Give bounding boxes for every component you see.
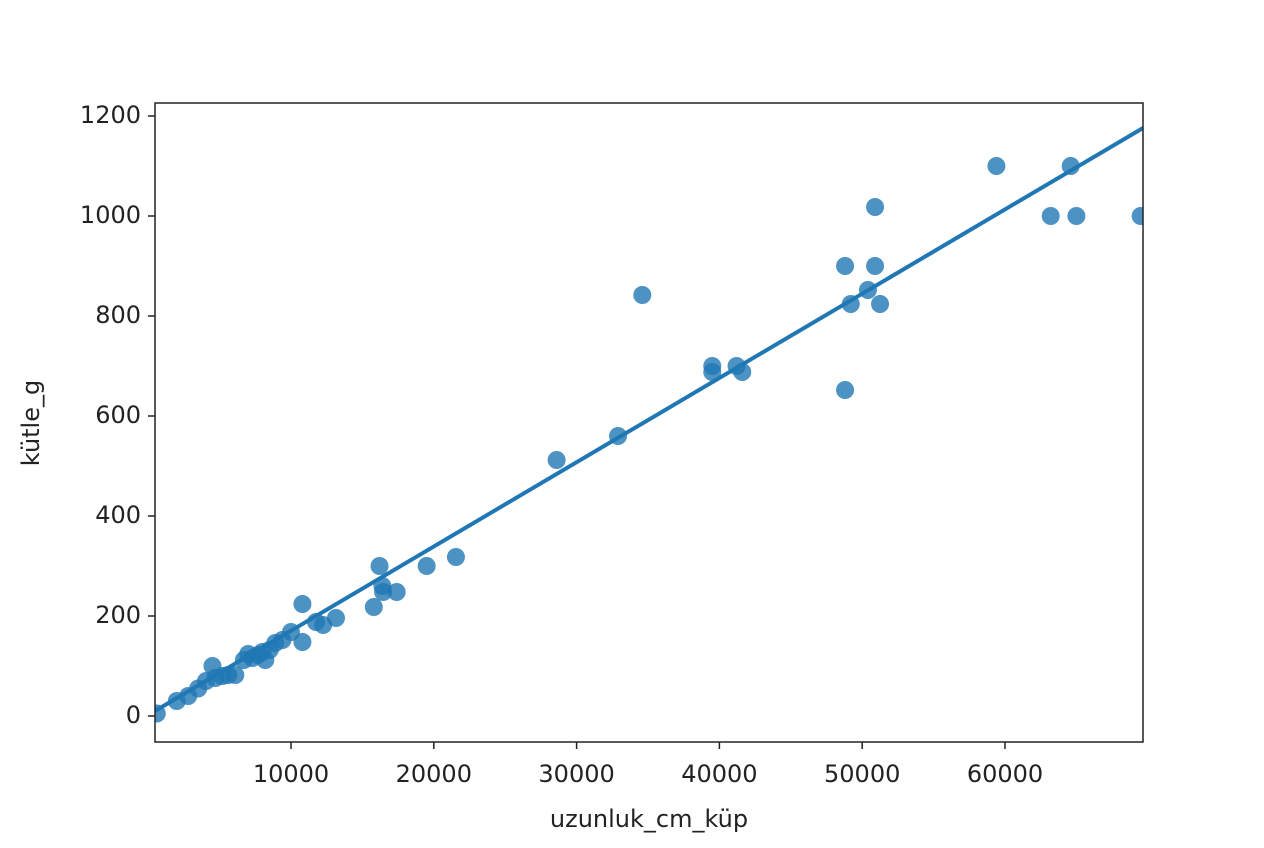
y-tick-label: 1200 xyxy=(80,101,141,129)
point xyxy=(293,595,312,613)
point xyxy=(987,157,1006,175)
x-tick-label: 10000 xyxy=(253,760,329,788)
x-tick-label: 20000 xyxy=(396,760,472,788)
y-tick-label: 800 xyxy=(95,301,141,329)
point xyxy=(293,633,312,651)
x-tick-label: 40000 xyxy=(681,760,757,788)
point xyxy=(370,557,389,575)
point xyxy=(866,198,885,216)
regression-line xyxy=(155,126,1143,713)
y-tick-label: 600 xyxy=(95,401,141,429)
axes-frame xyxy=(154,102,1144,743)
point xyxy=(364,598,383,616)
point xyxy=(703,363,722,381)
x-tick-label: 30000 xyxy=(538,760,614,788)
y-tick-label: 200 xyxy=(95,601,141,629)
point xyxy=(836,257,855,275)
x-tick-label: 50000 xyxy=(824,760,900,788)
point xyxy=(326,609,345,627)
point xyxy=(547,451,566,469)
point xyxy=(633,286,652,304)
point xyxy=(446,548,465,566)
y-tick-label: 0 xyxy=(126,701,141,729)
point xyxy=(1061,157,1080,175)
plot-area xyxy=(155,126,1143,723)
point xyxy=(866,257,885,275)
point xyxy=(226,666,245,684)
point xyxy=(871,295,890,313)
y-axis-label: kütle_g xyxy=(17,380,45,466)
point xyxy=(374,583,393,601)
x-axis-label: uzunluk_cm_küp xyxy=(550,805,748,833)
y-tick-label: 1000 xyxy=(80,201,141,229)
point xyxy=(417,557,436,575)
point xyxy=(1041,207,1060,225)
y-tick-label: 400 xyxy=(95,501,141,529)
point xyxy=(836,381,855,399)
x-tick-label: 60000 xyxy=(967,760,1043,788)
point xyxy=(387,583,406,601)
point xyxy=(1067,207,1086,225)
point xyxy=(1131,207,1143,225)
